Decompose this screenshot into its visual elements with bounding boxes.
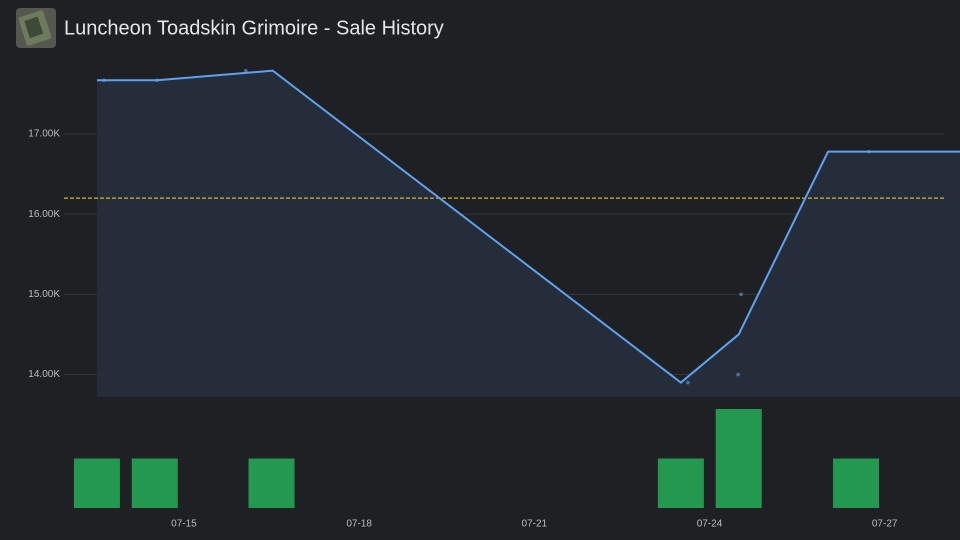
y-tick-label: 15.00K: [28, 289, 60, 300]
x-tick-label: 07-21: [522, 519, 548, 530]
volume-bar: [131, 458, 178, 508]
page-title: Luncheon Toadskin Grimoire - Sale Histor…: [64, 17, 444, 39]
y-tick-label: 14.00K: [28, 369, 60, 380]
y-tick-label: 17.00K: [28, 129, 60, 140]
volume-bar: [833, 458, 880, 508]
x-tick-label: 07-27: [872, 519, 898, 530]
x-tick-label: 07-18: [346, 519, 372, 530]
volume-bar: [715, 409, 762, 508]
volume-bar: [73, 458, 120, 508]
price-area: [96, 70, 960, 397]
x-tick-label: 07-24: [697, 519, 723, 530]
volume-bar: [248, 458, 295, 508]
item-icon: [16, 8, 56, 48]
y-tick-label: 16.00K: [28, 209, 60, 220]
sale-point: [686, 380, 690, 385]
sale-point: [102, 78, 106, 83]
volume-bar: [657, 458, 704, 508]
sale-point: [155, 78, 159, 83]
sale-point: [736, 372, 740, 377]
sale-point: [739, 292, 743, 297]
sale-point: [867, 149, 871, 154]
sale-point: [244, 68, 248, 73]
x-tick-label: 07-15: [171, 519, 197, 530]
